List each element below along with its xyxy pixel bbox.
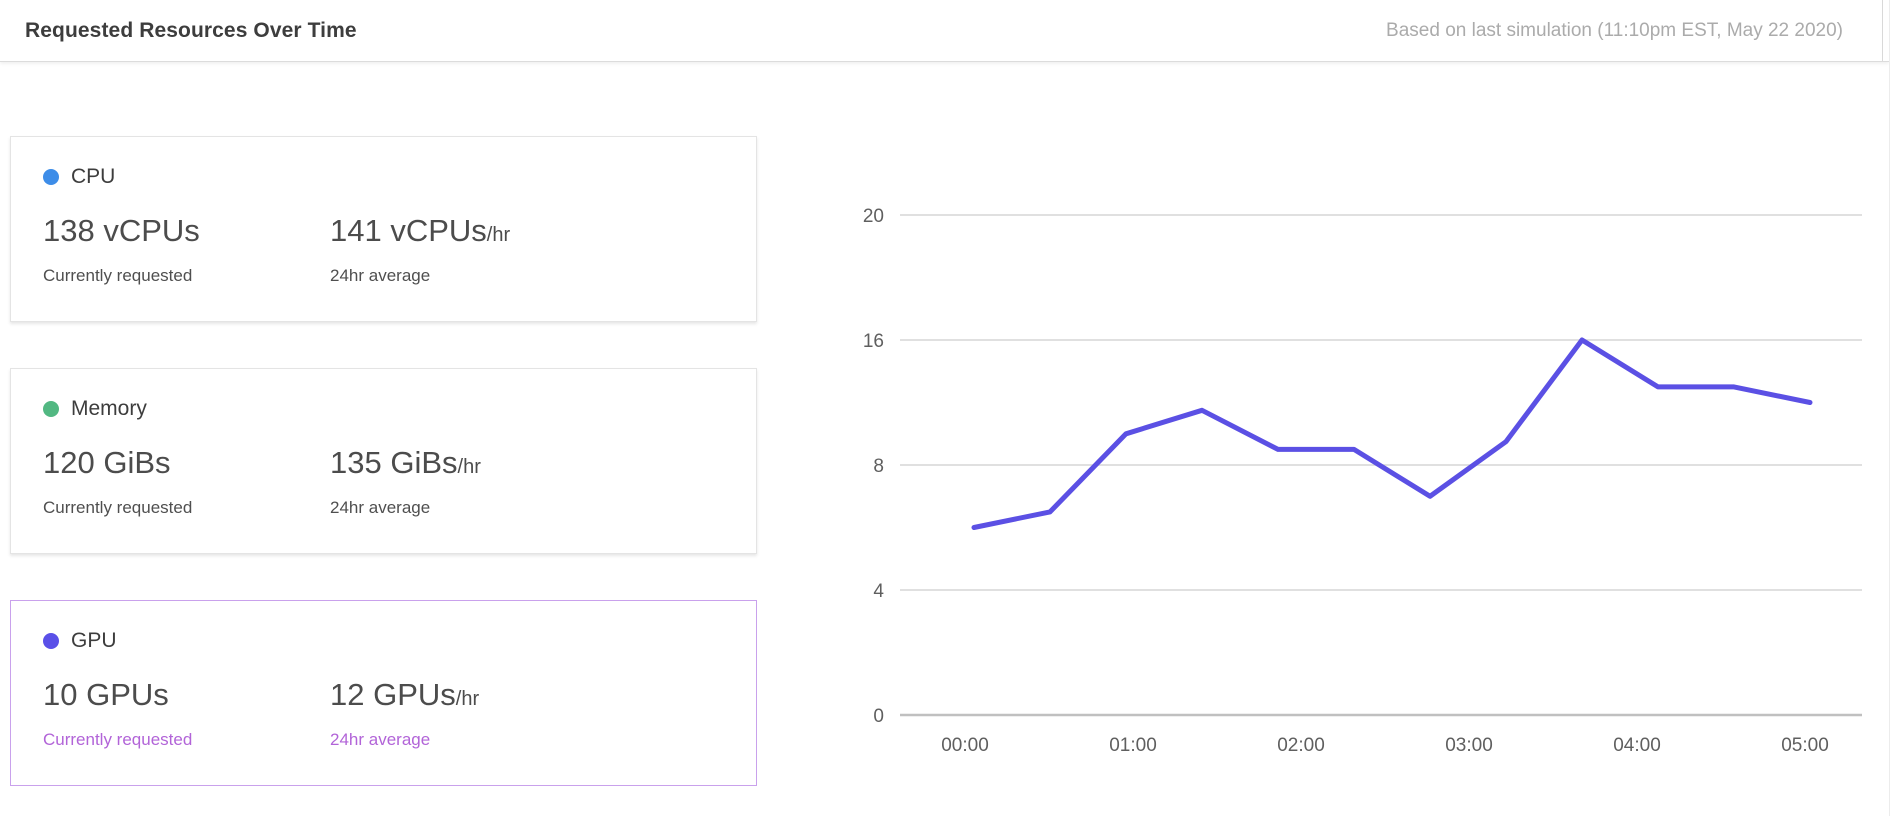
current-requested-metric: 10 GPUs Currently requested (43, 677, 330, 750)
average-value: 12 GPUs/hr (330, 677, 479, 713)
requested-resources-chart: 20 16 8 4 0 00:00 01:00 02:00 03:00 04:00 05:00 (840, 150, 1884, 800)
memory-legend-dot-icon (43, 401, 59, 417)
x-tick-label: 01:00 (1109, 735, 1157, 756)
average-value-suffix: /hr (455, 688, 480, 710)
resource-card-memory[interactable]: Memory 120 GiBs Currently requested 135 … (10, 368, 757, 554)
average-metric: 141 vCPUs/hr 24hr average (330, 213, 510, 286)
card-metrics: 10 GPUs Currently requested 12 GPUs/hr 2… (43, 677, 724, 750)
series-line-gpu (971, 337, 1813, 530)
header-right-divider (1882, 0, 1883, 61)
x-tick-label: 05:00 (1781, 735, 1829, 756)
y-tick-label: 20 (863, 206, 884, 227)
y-tick-label: 8 (873, 456, 884, 477)
average-value: 135 GiBs/hr (330, 445, 481, 481)
current-value: 10 GPUs (43, 677, 169, 712)
resource-cards: CPU 138 vCPUs Currently requested 141 vC… (10, 136, 757, 816)
x-tick-label: 02:00 (1277, 735, 1325, 756)
card-title: Memory (71, 397, 147, 420)
x-tick-label: 03:00 (1445, 735, 1493, 756)
y-tick-label: 0 (873, 706, 884, 727)
average-metric: 12 GPUs/hr 24hr average (330, 677, 479, 750)
card-title: GPU (71, 629, 117, 652)
card-header: GPU (43, 629, 724, 653)
x-tick-label: 04:00 (1613, 735, 1661, 756)
current-value: 138 vCPUs (43, 213, 200, 248)
average-value-suffix: /hr (457, 456, 481, 478)
y-tick-label: 16 (863, 331, 884, 352)
cpu-legend-dot-icon (43, 169, 59, 185)
average-metric: 135 GiBs/hr 24hr average (330, 445, 481, 518)
y-tick-label: 4 (873, 581, 884, 602)
current-requested-metric: 120 GiBs Currently requested (43, 445, 330, 518)
card-header: Memory (43, 397, 724, 421)
card-title: CPU (71, 165, 116, 188)
current-value: 120 GiBs (43, 445, 171, 480)
current-requested-metric: 138 vCPUs Currently requested (43, 213, 330, 286)
average-value-suffix: /hr (486, 224, 511, 246)
average-sublabel: 24hr average (330, 266, 431, 285)
gpu-legend-dot-icon (43, 633, 59, 649)
card-metrics: 120 GiBs Currently requested 135 GiBs/hr… (43, 445, 724, 518)
resource-card-cpu[interactable]: CPU 138 vCPUs Currently requested 141 vC… (10, 136, 757, 322)
average-sublabel: 24hr average (330, 498, 431, 517)
resource-card-gpu[interactable]: GPU 10 GPUs Currently requested 12 GPUs/… (10, 600, 757, 786)
card-header: CPU (43, 165, 724, 189)
simulation-timestamp-note: Based on last simulation (11:10pm EST, M… (1386, 19, 1843, 41)
average-value-number: 141 vCPUs (330, 213, 487, 248)
x-tick-label: 00:00 (941, 735, 989, 756)
average-sublabel: 24hr average (330, 730, 431, 749)
average-value: 141 vCPUs/hr (330, 213, 510, 249)
average-value-number: 12 GPUs (330, 677, 456, 712)
average-value-number: 135 GiBs (330, 445, 458, 480)
line-chart-canvas: 20 16 8 4 0 00:00 01:00 02:00 03:00 04:00 05:00 (863, 206, 1862, 756)
current-sublabel: Currently requested (43, 730, 193, 749)
card-metrics: 138 vCPUs Currently requested 141 vCPUs/… (43, 213, 724, 286)
current-sublabel: Currently requested (43, 266, 193, 285)
page-title: Requested Resources Over Time (25, 18, 357, 42)
current-sublabel: Currently requested (43, 498, 193, 517)
header: Requested Resources Over Time Based on l… (0, 0, 1889, 62)
